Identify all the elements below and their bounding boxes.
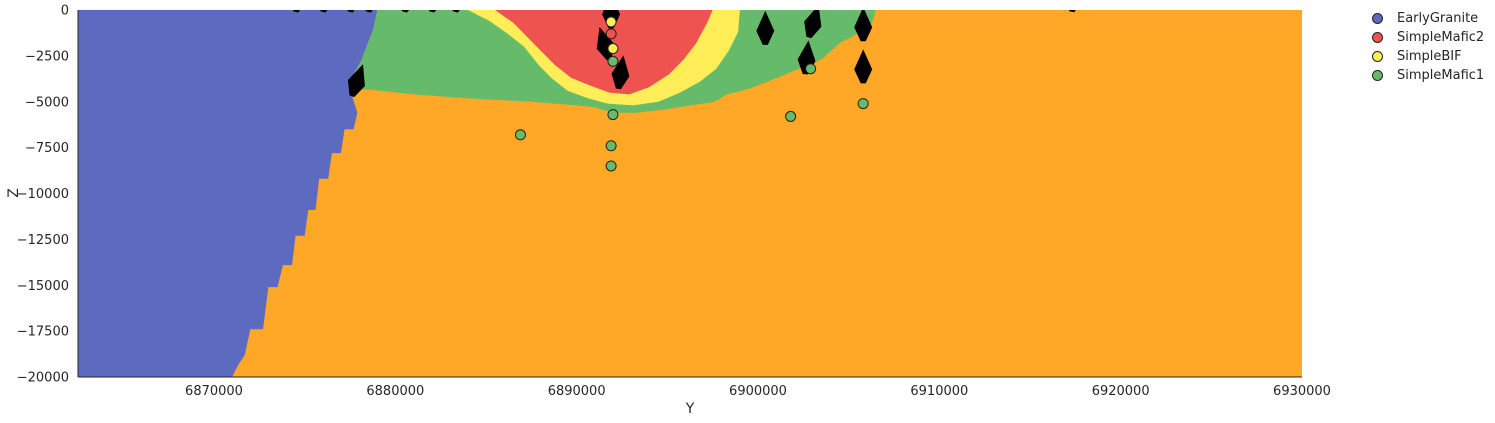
surface-point-simple-mafic-2	[606, 29, 616, 39]
y-tick-label: −2500	[25, 49, 69, 64]
surface-point-simple-bif	[608, 44, 618, 54]
legend-item-simple-mafic2: SimpleMafic2	[1372, 28, 1484, 47]
x-tick-label: 6910000	[910, 384, 968, 399]
surface-point-simple-mafic-1	[606, 141, 616, 151]
surface-point-simple-mafic-1	[858, 99, 868, 109]
simple-bif-marker-icon	[1372, 51, 1383, 62]
legend-label: SimpleMafic2	[1397, 30, 1484, 45]
x-tick-label: 6880000	[366, 384, 424, 399]
y-tick-label: −15000	[17, 279, 69, 294]
surface-point-simple-mafic-1	[606, 161, 616, 171]
legend: EarlyGranite SimpleMafic2 SimpleBIF Simp…	[1372, 9, 1484, 85]
x-axis-label: Y	[685, 401, 695, 417]
early-granite-marker-icon	[1372, 13, 1383, 24]
y-axis-label: Z	[6, 188, 22, 198]
y-tick-label: 0	[61, 4, 69, 19]
legend-item-simple-bif: SimpleBIF	[1372, 47, 1484, 66]
x-tick-label: 6930000	[1273, 384, 1331, 399]
legend-label: SimpleBIF	[1397, 49, 1462, 64]
legend-item-simple-mafic1: SimpleMafic1	[1372, 66, 1484, 85]
y-tick-label: −12500	[17, 233, 69, 248]
surface-point-simple-mafic-1	[608, 110, 618, 120]
x-tick-label: 6920000	[1092, 384, 1150, 399]
plot-area	[78, 0, 1302, 377]
legend-label: SimpleMafic1	[1397, 68, 1484, 83]
y-tick-label: −17500	[17, 325, 69, 340]
surface-point-simple-bif	[606, 17, 616, 27]
legend-item-early-granite: EarlyGranite	[1372, 9, 1484, 28]
y-tick-label: −7500	[25, 141, 69, 156]
x-tick-label: 6890000	[548, 384, 606, 399]
surface-point-simple-mafic-1	[515, 130, 525, 140]
simple-mafic2-marker-icon	[1372, 32, 1383, 43]
x-tick-label: 6900000	[729, 384, 787, 399]
simple-mafic1-marker-icon	[1372, 70, 1383, 81]
surface-point-simple-mafic-1	[608, 56, 618, 66]
surface-point-simple-mafic-1	[786, 111, 796, 121]
y-tick-label: −20000	[17, 371, 69, 386]
legend-label: EarlyGranite	[1397, 11, 1478, 26]
surface-point-simple-mafic-1	[806, 64, 816, 74]
y-tick-label: −10000	[17, 187, 69, 202]
y-tick-label: −5000	[25, 95, 69, 110]
x-tick-label: 6870000	[185, 384, 243, 399]
